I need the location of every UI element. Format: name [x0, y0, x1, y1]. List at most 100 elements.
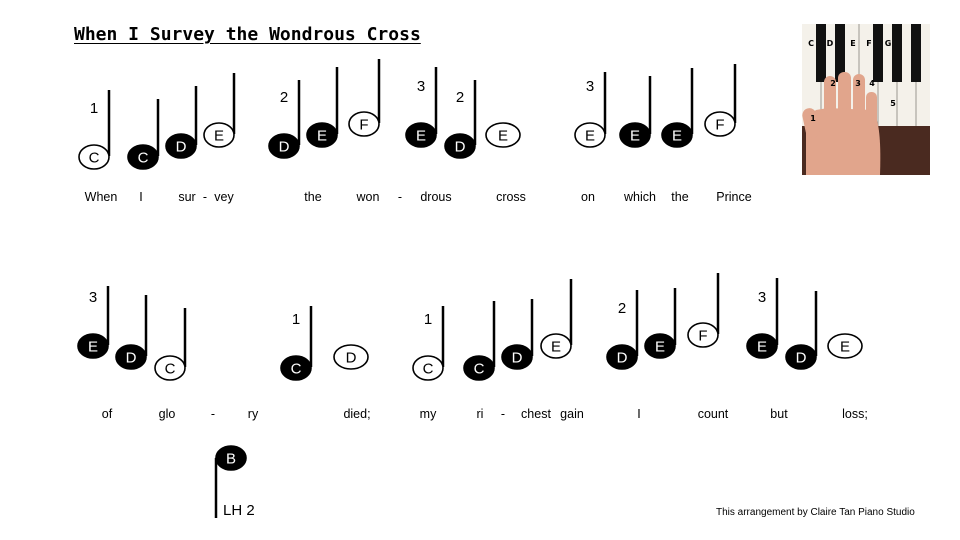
note-letter: C — [165, 361, 176, 378]
filled-note: E — [644, 288, 677, 359]
notehead — [661, 122, 693, 148]
notehead — [215, 445, 247, 471]
notehead — [405, 122, 437, 148]
lyric-syllable: gain — [560, 407, 584, 421]
lyric-syllable: the — [671, 190, 688, 204]
hand — [802, 72, 881, 175]
lyric-syllable: died; — [343, 407, 370, 421]
open-note: E — [203, 73, 236, 148]
lyric-syllable: which — [623, 190, 656, 204]
key-letter: C — [808, 39, 814, 48]
open-note: C1 — [78, 90, 111, 170]
finger-number: 4 — [869, 79, 875, 88]
note-letter: D — [455, 139, 466, 156]
lyric-syllable: - — [211, 407, 215, 421]
note-letter: C — [138, 150, 149, 167]
filled-note: E — [661, 68, 694, 148]
note-letter: D — [126, 350, 137, 367]
black-keys — [816, 24, 921, 82]
notehead — [746, 333, 778, 359]
filled-note: D2 — [444, 80, 477, 159]
lyric-syllable: but — [770, 407, 788, 421]
note-letter: E — [416, 128, 426, 145]
notehead — [827, 333, 863, 359]
notehead — [115, 344, 147, 370]
notehead — [154, 355, 186, 381]
notehead — [501, 344, 533, 370]
lyric-syllable: loss; — [842, 407, 868, 421]
lyric-syllable: on — [581, 190, 595, 204]
filled-note: D2 — [606, 290, 639, 370]
lyric-syllable: my — [420, 407, 437, 421]
note-letter: E — [655, 339, 665, 356]
lyric-syllable: glo — [159, 407, 176, 421]
lyric-syllable: - — [203, 190, 207, 204]
note-letter: E — [672, 128, 682, 145]
notehead — [127, 144, 159, 170]
note-letter: C — [89, 150, 100, 167]
filled-note: C — [127, 99, 160, 170]
note-letter: F — [359, 117, 368, 134]
notehead — [280, 355, 312, 381]
lyric-syllable: cross — [496, 190, 526, 204]
note-letter: E — [317, 128, 327, 145]
note-letter: D — [617, 350, 628, 367]
filled-note: C1 — [280, 306, 313, 381]
lyric-syllable: ri — [477, 407, 484, 421]
note-letter: E — [630, 128, 640, 145]
open-note: C1 — [412, 306, 445, 381]
notehead — [619, 122, 651, 148]
note-letter: F — [698, 328, 707, 345]
lyric-syllable: chest — [521, 407, 551, 421]
note-letter: E — [88, 339, 98, 356]
lyric-syllable: - — [398, 190, 402, 204]
notehead — [687, 322, 719, 348]
note-letter: B — [226, 451, 236, 468]
notehead — [203, 122, 235, 148]
lyric-syllable: Prince — [716, 190, 751, 204]
finger-number: 1 — [90, 100, 98, 117]
finger-number: 3 — [586, 78, 594, 95]
keyboard-illustration: C D E F G 1 2 3 4 5 — [802, 24, 930, 175]
note-letter: D — [796, 350, 807, 367]
filled-note: D — [165, 86, 198, 159]
finger-number: 3 — [417, 78, 425, 95]
notehead — [444, 133, 476, 159]
notehead — [574, 122, 606, 148]
note-letter: E — [757, 339, 767, 356]
finger-number: 3 — [758, 289, 766, 306]
open-note: F — [687, 273, 720, 348]
lyric-syllable: vey — [214, 190, 234, 204]
finger-number: 2 — [280, 89, 288, 106]
filled-note: E — [306, 67, 339, 148]
note-letter: F — [715, 117, 724, 134]
filled-note: D — [785, 291, 818, 370]
finger-number: 3 — [855, 79, 861, 88]
note-letter: D — [512, 350, 523, 367]
notehead — [77, 333, 109, 359]
filled-note: D2 — [268, 80, 301, 159]
open-note: E — [827, 333, 863, 359]
note-letter: E — [551, 339, 561, 356]
open-note: F — [348, 59, 381, 137]
notehead — [348, 111, 380, 137]
lyric-syllable: won — [356, 190, 380, 204]
key-letter: D — [827, 39, 834, 48]
finger-number: 2 — [830, 79, 836, 88]
note-letter: D — [346, 350, 357, 367]
note-letter: C — [423, 361, 434, 378]
finger-number: 1 — [810, 114, 816, 123]
finger-number: 1 — [292, 311, 300, 328]
key-letter: F — [866, 39, 871, 48]
left-hand-label: LH 2 — [223, 502, 255, 519]
open-note: E — [540, 279, 573, 359]
notehead — [333, 344, 369, 370]
lyric-syllable: count — [698, 407, 729, 421]
open-note: F — [704, 64, 737, 137]
filled-note: D — [115, 295, 148, 370]
open-note: C — [154, 308, 187, 381]
notehead — [485, 122, 521, 148]
left-hand-note: B LH 2 — [214, 445, 255, 519]
lyric-syllable: drous — [420, 190, 451, 204]
